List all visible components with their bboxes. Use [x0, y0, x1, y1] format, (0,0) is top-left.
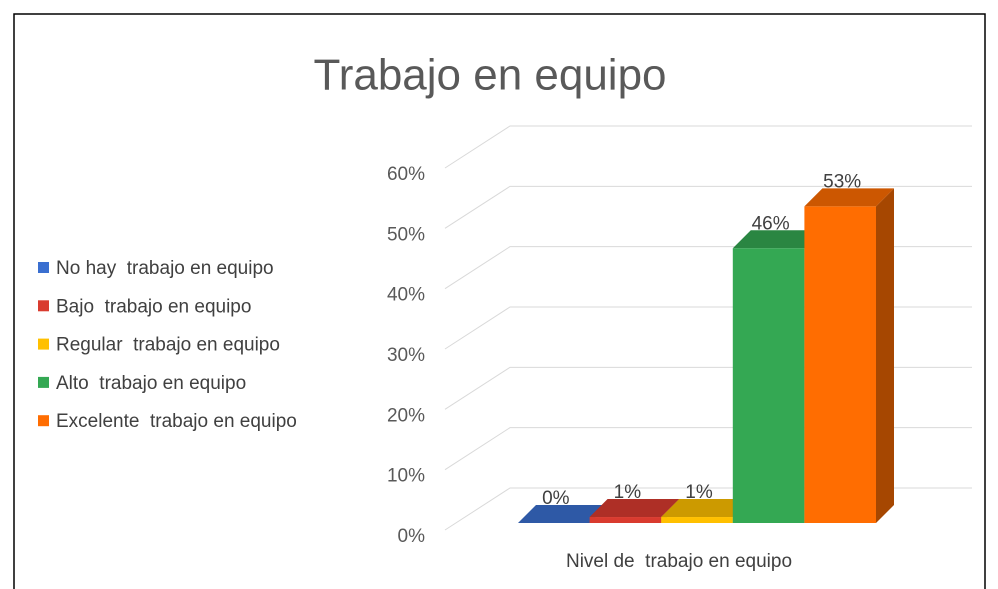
- legend-label: Excelente trabajo en equipo: [56, 411, 297, 432]
- legend-swatch: [38, 300, 49, 312]
- bar: [804, 188, 894, 523]
- value-label: 0%: [542, 488, 570, 509]
- bar-front: [732, 248, 805, 523]
- bar-side: [876, 188, 894, 523]
- bar-top: [732, 230, 823, 249]
- legend-swatch: [38, 376, 49, 388]
- bar-top: [661, 499, 751, 518]
- bar-front: [589, 517, 662, 523]
- value-label: 53%: [823, 171, 861, 192]
- x-tick-label: Nivel de trabajo en equipo: [566, 551, 792, 572]
- bar: [518, 505, 608, 523]
- y-tick-label: 10%: [387, 466, 425, 487]
- value-label: 1%: [614, 482, 642, 503]
- legend-swatch: [38, 338, 49, 350]
- legend-label: Alto trabajo en equipo: [56, 373, 246, 394]
- grid-line: [444, 125, 972, 169]
- bar-top: [804, 188, 894, 207]
- legend-swatch: [38, 415, 49, 427]
- value-label: 46%: [752, 213, 790, 234]
- legend-label: Regular trabajo en equipo: [56, 335, 280, 356]
- y-tick-label: 20%: [387, 405, 425, 426]
- y-tick-label: 30%: [387, 345, 425, 366]
- bar-front: [661, 517, 733, 523]
- y-tick-label: 40%: [387, 285, 425, 306]
- y-tick-label: 50%: [387, 224, 425, 245]
- bar-top: [518, 505, 608, 523]
- bar-top: [589, 499, 680, 518]
- legend-label: Bajo trabajo en equipo: [56, 296, 251, 317]
- legend-swatch: [38, 262, 49, 273]
- y-tick-label: 60%: [387, 164, 425, 185]
- value-label: 1%: [685, 482, 713, 503]
- legend-label: No hay trabajo en equipo: [56, 258, 274, 279]
- bar-front: [804, 206, 876, 523]
- y-tick-label: 0%: [398, 526, 426, 547]
- frame: [13, 13, 986, 589]
- chart-title: Trabajo en equipo: [313, 51, 666, 100]
- grid-line: [444, 185, 972, 229]
